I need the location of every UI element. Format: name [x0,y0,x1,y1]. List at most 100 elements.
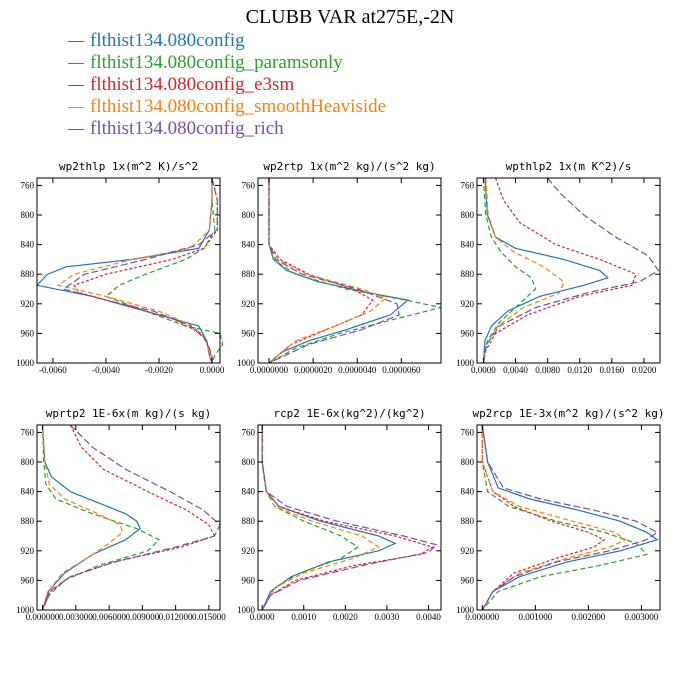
y-tick-label: 960 [242,575,256,585]
y-tick-label: 760 [242,180,256,190]
y-tick-label: 880 [242,269,256,279]
chart-panel: wpthlp2 1x(m K^2)/s 760 800 840 880 920 960 100… [456,160,661,375]
y-tick-label: 800 [461,210,475,220]
series-line [268,178,442,364]
y-tick-label: 920 [461,299,475,309]
x-tick-label: 0.003000 [625,612,659,622]
chart-panel: wp2rtp 1x(m^2 kg)/(s^2 kg) 760 800 840 880 92… [237,160,442,375]
series-line [261,425,435,611]
x-tick-label: 0.0020 [333,612,358,622]
y-tick-label: 960 [21,328,35,338]
page-title: CLUBB VAR at275E,-2N [245,6,455,28]
x-tick-label: 0.000000 [26,612,60,622]
plot-frame [36,424,221,611]
y-tick-label: 840 [242,487,256,497]
x-tick-label: 0.006000 [92,612,126,622]
series-line [62,177,218,363]
y-tick-label: 920 [461,546,475,556]
y-tick-label: 840 [242,240,256,250]
panel-title: wp2thlp 1x(m^2 K)/s^2 [59,160,198,173]
x-tick-label: 0.012000 [159,612,193,622]
y-tick-label: 840 [461,487,475,497]
series-line [482,177,609,364]
y-tick-label: 960 [461,328,475,338]
chart-panel: wprtp2 1E-6x(m kg)/(s kg) 760 800 840 880 920… [16,407,226,622]
y-tick-label: 840 [21,240,35,250]
x-tick-label: 0.0200 [632,365,657,375]
y-tick-label: 960 [461,575,475,585]
chart-panel: rcp2 1E-6x(kg^2)/(kg^2) 760 800 840 880 920 96… [237,407,442,622]
x-tick-label: 0.0000 [200,365,225,375]
x-tick-label: 0.003000 [59,612,93,622]
y-tick-label: 920 [242,299,256,309]
legend-swatch [68,85,84,86]
x-tick-label: 0.009000 [125,612,159,622]
panel-title: rcp2 1E-6x(kg^2)/(kg^2) [273,407,425,420]
x-tick-label: 0.0000020 [294,365,333,375]
y-tick-label: 800 [21,457,35,467]
y-tick-label: 1000 [16,358,35,368]
series-line [261,425,439,611]
series-line [481,424,659,611]
x-tick-label: 0.0000 [471,365,496,375]
x-tick-label: 0.0000 [250,612,275,622]
panel-title: wp2rtp 1x(m^2 kg)/(s^2 kg) [263,160,435,173]
plot-frame [36,177,221,364]
plot-frame [257,424,442,611]
x-tick-label: 0.0040 [503,365,528,375]
x-tick-label: 0.0080 [535,365,560,375]
panel-title: wpthlp2 1x(m K^2)/s [506,160,632,173]
x-tick-label: 0.0000000 [250,365,289,375]
y-tick-label: 760 [461,180,475,190]
legend-label: flthist134.080config_smoothHeaviside [90,96,387,117]
legend-label: flthist134.080config_e3sm [90,74,295,95]
series-line [261,425,380,611]
plot-frame [476,424,661,611]
x-tick-label: 0.0040 [416,612,441,622]
y-tick-label: 840 [21,487,35,497]
plot-frame [257,177,442,364]
x-tick-label: 0.0010 [291,612,316,622]
series-line [481,425,648,611]
chart-panel: wp2thlp 1x(m^2 K)/s^2 760 800 840 880 920 960 1… [16,160,225,375]
panel-title: wprtp2 1E-6x(m kg)/(s kg) [46,407,212,420]
panel-title: wp2rcp 1E-3x(m^2 kg)/(s^2 kg) [472,407,664,420]
y-tick-label: 760 [461,427,475,437]
y-tick-label: 800 [242,457,256,467]
series-line [41,424,221,611]
x-tick-label: -0.0060 [39,365,67,375]
plot-frame [476,177,661,364]
series-line [482,177,565,364]
y-tick-label: 1000 [456,358,475,368]
y-tick-label: 960 [21,575,35,585]
x-tick-label: 0.000000 [465,612,499,622]
x-tick-label: 0.001000 [518,612,552,622]
y-tick-label: 880 [21,269,35,279]
y-tick-label: 920 [242,546,256,556]
y-tick-label: 1000 [237,605,256,615]
y-tick-label: 1000 [237,358,256,368]
chart-panel: wp2rcp 1E-3x(m^2 kg)/(s^2 kg) 760 800 840 88… [456,407,665,622]
legend-swatch [68,63,84,64]
y-tick-label: 760 [21,427,35,437]
legend-label: flthist134.080config [90,30,245,51]
x-tick-label: 0.0000040 [338,365,377,375]
x-tick-label: 0.015000 [192,612,226,622]
series-line [73,177,218,364]
series-line [261,425,397,611]
y-tick-label: 760 [242,427,256,437]
y-tick-label: 840 [461,240,475,250]
x-tick-label: 0.0000060 [382,365,421,375]
series-line [41,424,124,611]
y-tick-label: 1000 [16,605,35,615]
series-line [482,177,537,364]
y-tick-label: 800 [21,210,35,220]
y-tick-label: 920 [21,299,35,309]
series-line [35,178,213,364]
y-tick-label: 1000 [456,605,475,615]
series-line [268,178,400,364]
x-tick-label: 0.0030 [375,612,400,622]
legend-swatch [68,107,84,108]
y-tick-label: 880 [461,516,475,526]
